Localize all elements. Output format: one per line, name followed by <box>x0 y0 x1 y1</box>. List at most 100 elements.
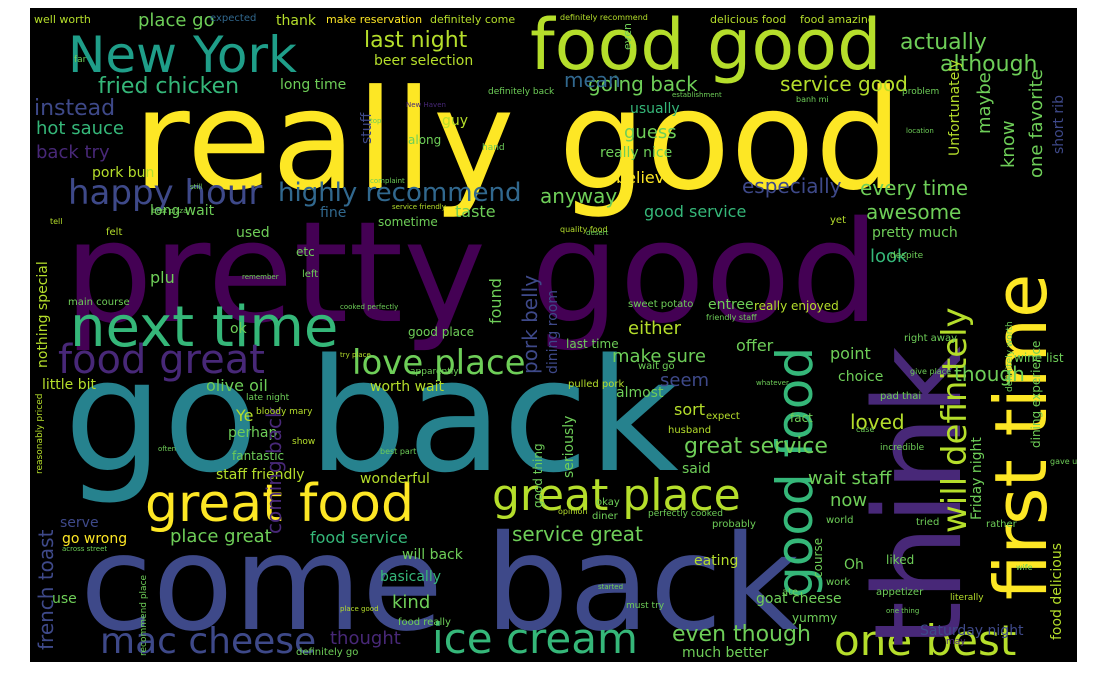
word-going-back: going back <box>588 72 698 96</box>
word-oh: Oh <box>844 557 864 573</box>
word-long-time: long time <box>280 77 347 93</box>
word-goat-cheese: goat cheese <box>756 591 842 607</box>
word-though: though <box>954 362 1025 386</box>
word-hand: hand <box>482 143 505 153</box>
word-especially: especially <box>742 174 842 198</box>
word-fried-chicken: fried chicken <box>98 74 240 99</box>
word-bloody-mary: bloody mary <box>256 407 313 417</box>
word-try-place: try place <box>340 351 371 359</box>
word-next-time: next time <box>70 295 339 360</box>
word-yummy: yummy <box>792 611 838 625</box>
word-now: now <box>830 490 868 511</box>
word-last-time: last time <box>566 337 619 351</box>
word-top: top <box>370 117 382 125</box>
word-make-reservation: make reservation <box>326 13 423 26</box>
word-entree: entree <box>708 297 754 313</box>
word-new-haven: New Haven <box>406 101 446 109</box>
word-wonderful: wonderful <box>360 471 430 487</box>
word-recommend-place: recommend place <box>139 574 149 656</box>
word-complaint: complaint <box>370 177 405 185</box>
word-etc: etc <box>296 245 315 259</box>
word-pork-belly: pork belly <box>518 274 542 374</box>
word-go-back: go back <box>64 325 679 507</box>
word-best-part: best part <box>380 447 417 456</box>
word-ok: ok <box>230 321 247 337</box>
word-despite: despite <box>890 251 924 261</box>
word-wait-go: wait go <box>638 361 675 372</box>
word-whatever: whatever <box>756 379 789 387</box>
word-one-favorite: one favorite <box>1026 69 1047 178</box>
word-happy-hour: happy hour <box>68 173 263 213</box>
word-every-time: every time <box>860 176 969 200</box>
word-one-thing: one thing <box>886 607 920 615</box>
word-sort: sort <box>674 400 705 419</box>
word-go-wrong: go wrong <box>62 531 128 547</box>
word-gave-us: gave us <box>1050 457 1077 466</box>
word-really-enjoyed: really enjoyed <box>754 299 839 313</box>
word-love-place: love place <box>352 343 526 383</box>
word-pulled-pork: pulled pork <box>568 379 625 390</box>
word-service-good: service good <box>780 72 908 96</box>
word-last-night: last night <box>364 28 468 53</box>
word-incredible: incredible <box>880 443 925 453</box>
word-know: know <box>998 120 1019 168</box>
word-friday-night: Friday night <box>969 437 985 520</box>
word-good-thing: good thing <box>531 443 545 508</box>
word-desert: desert <box>586 229 609 237</box>
word-great-service: great service <box>684 434 828 459</box>
word-new-york: New York <box>68 26 297 84</box>
word-appetizer: appetizer <box>876 587 924 598</box>
word-coming-back: coming back <box>262 406 286 534</box>
word-great-place: great place <box>492 470 741 521</box>
word-although: although <box>940 52 1038 77</box>
word-tell: tell <box>50 217 63 226</box>
word-dining-room: dining room <box>545 290 561 374</box>
word-place-go: place go <box>138 10 215 31</box>
word-believe: believe <box>616 168 675 187</box>
word-late-night: late night <box>246 393 290 403</box>
word-case: case <box>856 425 875 434</box>
word-fact: fact <box>790 411 813 425</box>
word-food-really: food really <box>398 617 451 628</box>
word-ye: Ye <box>236 406 254 425</box>
word-loved: loved <box>850 410 905 434</box>
word-kind: kind <box>392 592 431 613</box>
word-expect: expect <box>706 411 740 422</box>
word-thought: thought <box>330 628 401 649</box>
word-will-back: will back <box>402 547 463 563</box>
word-wine-list-v: even <box>621 22 634 50</box>
word-instead: instead <box>34 96 116 121</box>
word-ate: ate <box>782 587 799 598</box>
word-liked: liked <box>886 553 915 567</box>
word-pork-bun: pork bun <box>92 165 155 181</box>
word-place-good: place good <box>340 605 379 613</box>
word-little-bit: little bit <box>42 377 96 393</box>
word-food-great: food great <box>58 337 265 383</box>
word-wine-list: wine list <box>1014 351 1064 365</box>
word-look: look <box>870 246 908 267</box>
word-diner: diner <box>592 511 618 522</box>
word-point: point <box>830 344 871 363</box>
word-mac-cheese: mac cheese <box>100 621 317 662</box>
word-literally: literally <box>950 593 984 603</box>
word-unfortunately: Unfortunately <box>947 59 963 156</box>
word-basically: basically <box>380 569 441 585</box>
word-far: far <box>74 55 87 65</box>
word-thank: thank <box>276 13 316 29</box>
word-okay: okay <box>596 497 620 508</box>
word-hot-sauce: hot sauce <box>36 118 124 139</box>
word-wife: wife <box>1016 563 1033 572</box>
word-pad-thai: pad thai <box>880 391 922 402</box>
word-husband: husband <box>668 425 712 436</box>
word-main-course: main course <box>68 297 130 308</box>
word-come-back: come back <box>80 507 799 661</box>
word-delicious-food: delicious food <box>710 13 787 26</box>
word-give-place: give place <box>910 367 952 376</box>
word-quality-food: quality food <box>560 225 608 234</box>
word-much-better: much better <box>682 645 769 661</box>
word-long-wait: long wait <box>150 203 215 219</box>
word-even-though: even though <box>672 622 811 647</box>
word-used: used <box>236 225 270 241</box>
word-show: show <box>292 437 316 447</box>
word-banh-mi: banh mi <box>796 95 829 104</box>
